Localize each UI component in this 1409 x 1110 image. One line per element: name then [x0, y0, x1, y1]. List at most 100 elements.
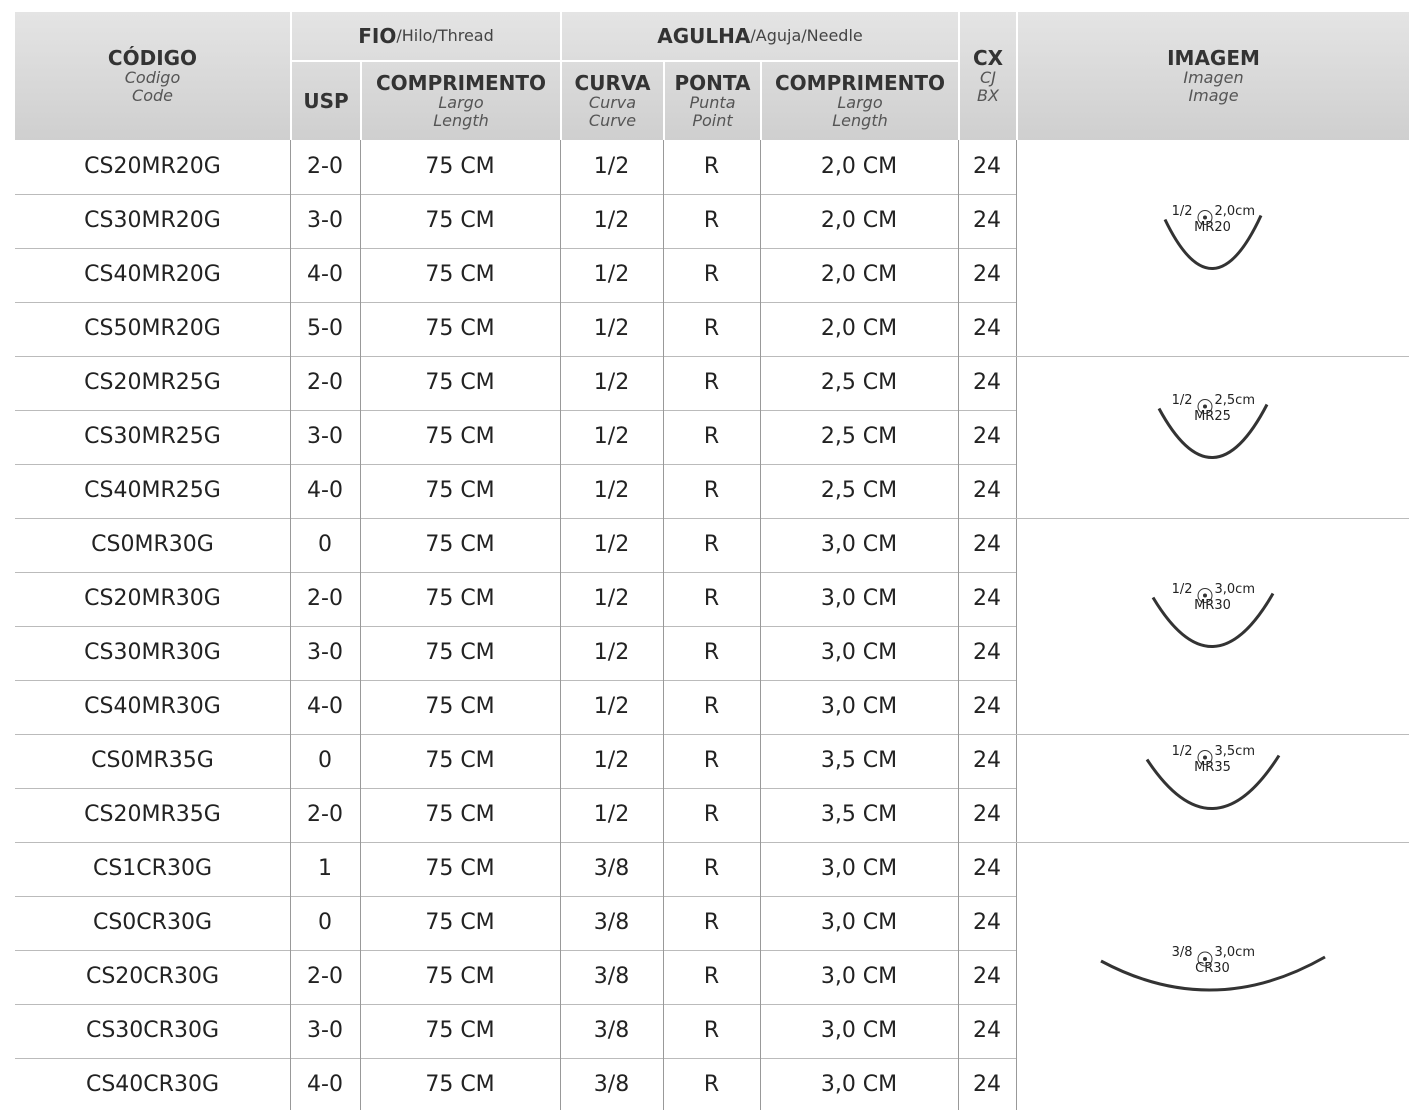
- cell: 1/2: [560, 302, 663, 356]
- cell: CS40MR20G: [15, 248, 290, 302]
- cell-text: 75 CM: [425, 801, 495, 827]
- row-line: [15, 464, 1016, 465]
- cell-text: 24: [973, 639, 1001, 665]
- cell: 3-0: [290, 194, 360, 248]
- row-line: [15, 896, 1016, 897]
- cell-text: 75 CM: [425, 207, 495, 233]
- cell-text: CS30CR30G: [85, 1017, 219, 1043]
- cell-text: 4-0: [307, 1071, 343, 1097]
- cell-text: 3,0 CM: [820, 1071, 898, 1097]
- cell: R: [663, 464, 760, 518]
- cell: R: [663, 680, 760, 734]
- cell-text: 2,0 CM: [820, 315, 898, 341]
- cell-text: R: [703, 963, 720, 989]
- row-line: [15, 680, 1016, 681]
- cell: R: [663, 410, 760, 464]
- cell-text: 1/2: [593, 639, 630, 665]
- cell-text: 3-0: [307, 207, 343, 233]
- cell: 75 CM: [360, 842, 560, 896]
- cell: 3,0 CM: [760, 842, 958, 896]
- header-comp2: COMPRIMENTO Largo Length: [760, 62, 958, 140]
- cell: 3,5 CM: [760, 734, 958, 788]
- header-sub: Curva: [588, 93, 637, 113]
- needle-arc: [1151, 592, 1274, 648]
- cell: 2-0: [290, 356, 360, 410]
- cell: 2,0 CM: [760, 248, 958, 302]
- cell-text: 1/2: [593, 423, 630, 449]
- needle-model: MR20: [1183, 220, 1243, 235]
- cell: 3,0 CM: [760, 1058, 958, 1110]
- needle: [1145, 750, 1280, 810]
- cell-text: R: [703, 639, 720, 665]
- cell: 2-0: [290, 788, 360, 842]
- cell-text: 1/2: [593, 585, 630, 611]
- cell-text: CS0CR30G: [92, 909, 212, 935]
- label: 1/2: [1171, 392, 1193, 408]
- cell: 24: [958, 734, 1016, 788]
- cell-text: 3,0 CM: [820, 531, 898, 557]
- cell: 2,0 CM: [760, 302, 958, 356]
- cell: 75 CM: [360, 680, 560, 734]
- cell: 75 CM: [360, 302, 560, 356]
- cell: R: [663, 626, 760, 680]
- cell-text: 3,0 CM: [820, 693, 898, 719]
- cell-text: 2-0: [307, 585, 343, 611]
- cell: 75 CM: [360, 626, 560, 680]
- icon: [1197, 951, 1212, 967]
- cell: 2,0 CM: [760, 194, 958, 248]
- cell: 24: [958, 572, 1016, 626]
- cell: R: [663, 788, 760, 842]
- icon: [1197, 399, 1212, 414]
- cell-text: 2,5 CM: [820, 423, 898, 449]
- cell: 4-0: [290, 680, 360, 734]
- cell: 75 CM: [360, 140, 560, 194]
- header-sub: Image: [1188, 86, 1239, 105]
- icon: [1202, 755, 1207, 760]
- cell: 1/2: [560, 356, 663, 410]
- cell-text: 2-0: [307, 153, 343, 179]
- row-line: [15, 302, 1016, 303]
- row-line: [15, 842, 1016, 843]
- cell-text: 1/2: [593, 477, 630, 503]
- cell-text: CS20MR30G: [84, 585, 221, 611]
- cell: CS50MR20G: [15, 302, 290, 356]
- needle-size: 2,0cm: [1215, 204, 1256, 219]
- cell: 3/8: [560, 896, 663, 950]
- cell-text: 3,0 CM: [820, 963, 898, 989]
- header-usp: USP: [290, 62, 360, 140]
- needle-model: MR35: [1183, 760, 1243, 775]
- cell: 3,0 CM: [760, 896, 958, 950]
- cell-text: 24: [973, 477, 1001, 503]
- label: 1/2: [1171, 743, 1193, 759]
- cell-text: 24: [973, 747, 1001, 773]
- header-sub: Length: [433, 111, 489, 130]
- cell: CS20MR25G: [15, 356, 290, 410]
- cell-text: 24: [973, 531, 1001, 557]
- cell-text: 2,0 CM: [820, 261, 898, 287]
- cell: CS30MR30G: [15, 626, 290, 680]
- cell-text: 24: [973, 315, 1001, 341]
- group-line: [1016, 518, 1409, 519]
- cell-text: R: [703, 423, 720, 449]
- cell-text: 3/8: [593, 1017, 630, 1043]
- cell-text: CS40MR20G: [84, 261, 221, 287]
- cell: 1/2: [560, 464, 663, 518]
- cell-text: 2,0 CM: [820, 207, 898, 233]
- cell-text: 24: [973, 1071, 1001, 1097]
- cell: 1: [290, 842, 360, 896]
- header-sub: /Hilo/Thread: [396, 26, 494, 46]
- cell: 2,5 CM: [760, 410, 958, 464]
- cell-text: 3-0: [307, 1017, 343, 1043]
- cell-text: R: [703, 693, 720, 719]
- header-agulha: AGULHA/Aguja/Needle: [560, 12, 958, 62]
- cell-text: 3,0 CM: [820, 855, 898, 881]
- cell-text: R: [703, 261, 720, 287]
- cell-text: 24: [973, 801, 1001, 827]
- row-line: [15, 572, 1016, 573]
- cell: 2,5 CM: [760, 464, 958, 518]
- needle-size: 3,0cm: [1215, 945, 1256, 960]
- cell: 24: [958, 464, 1016, 518]
- cell-text: 1/2: [593, 261, 630, 287]
- cell-text: R: [703, 801, 720, 827]
- label: 3,0cm: [1214, 945, 1256, 960]
